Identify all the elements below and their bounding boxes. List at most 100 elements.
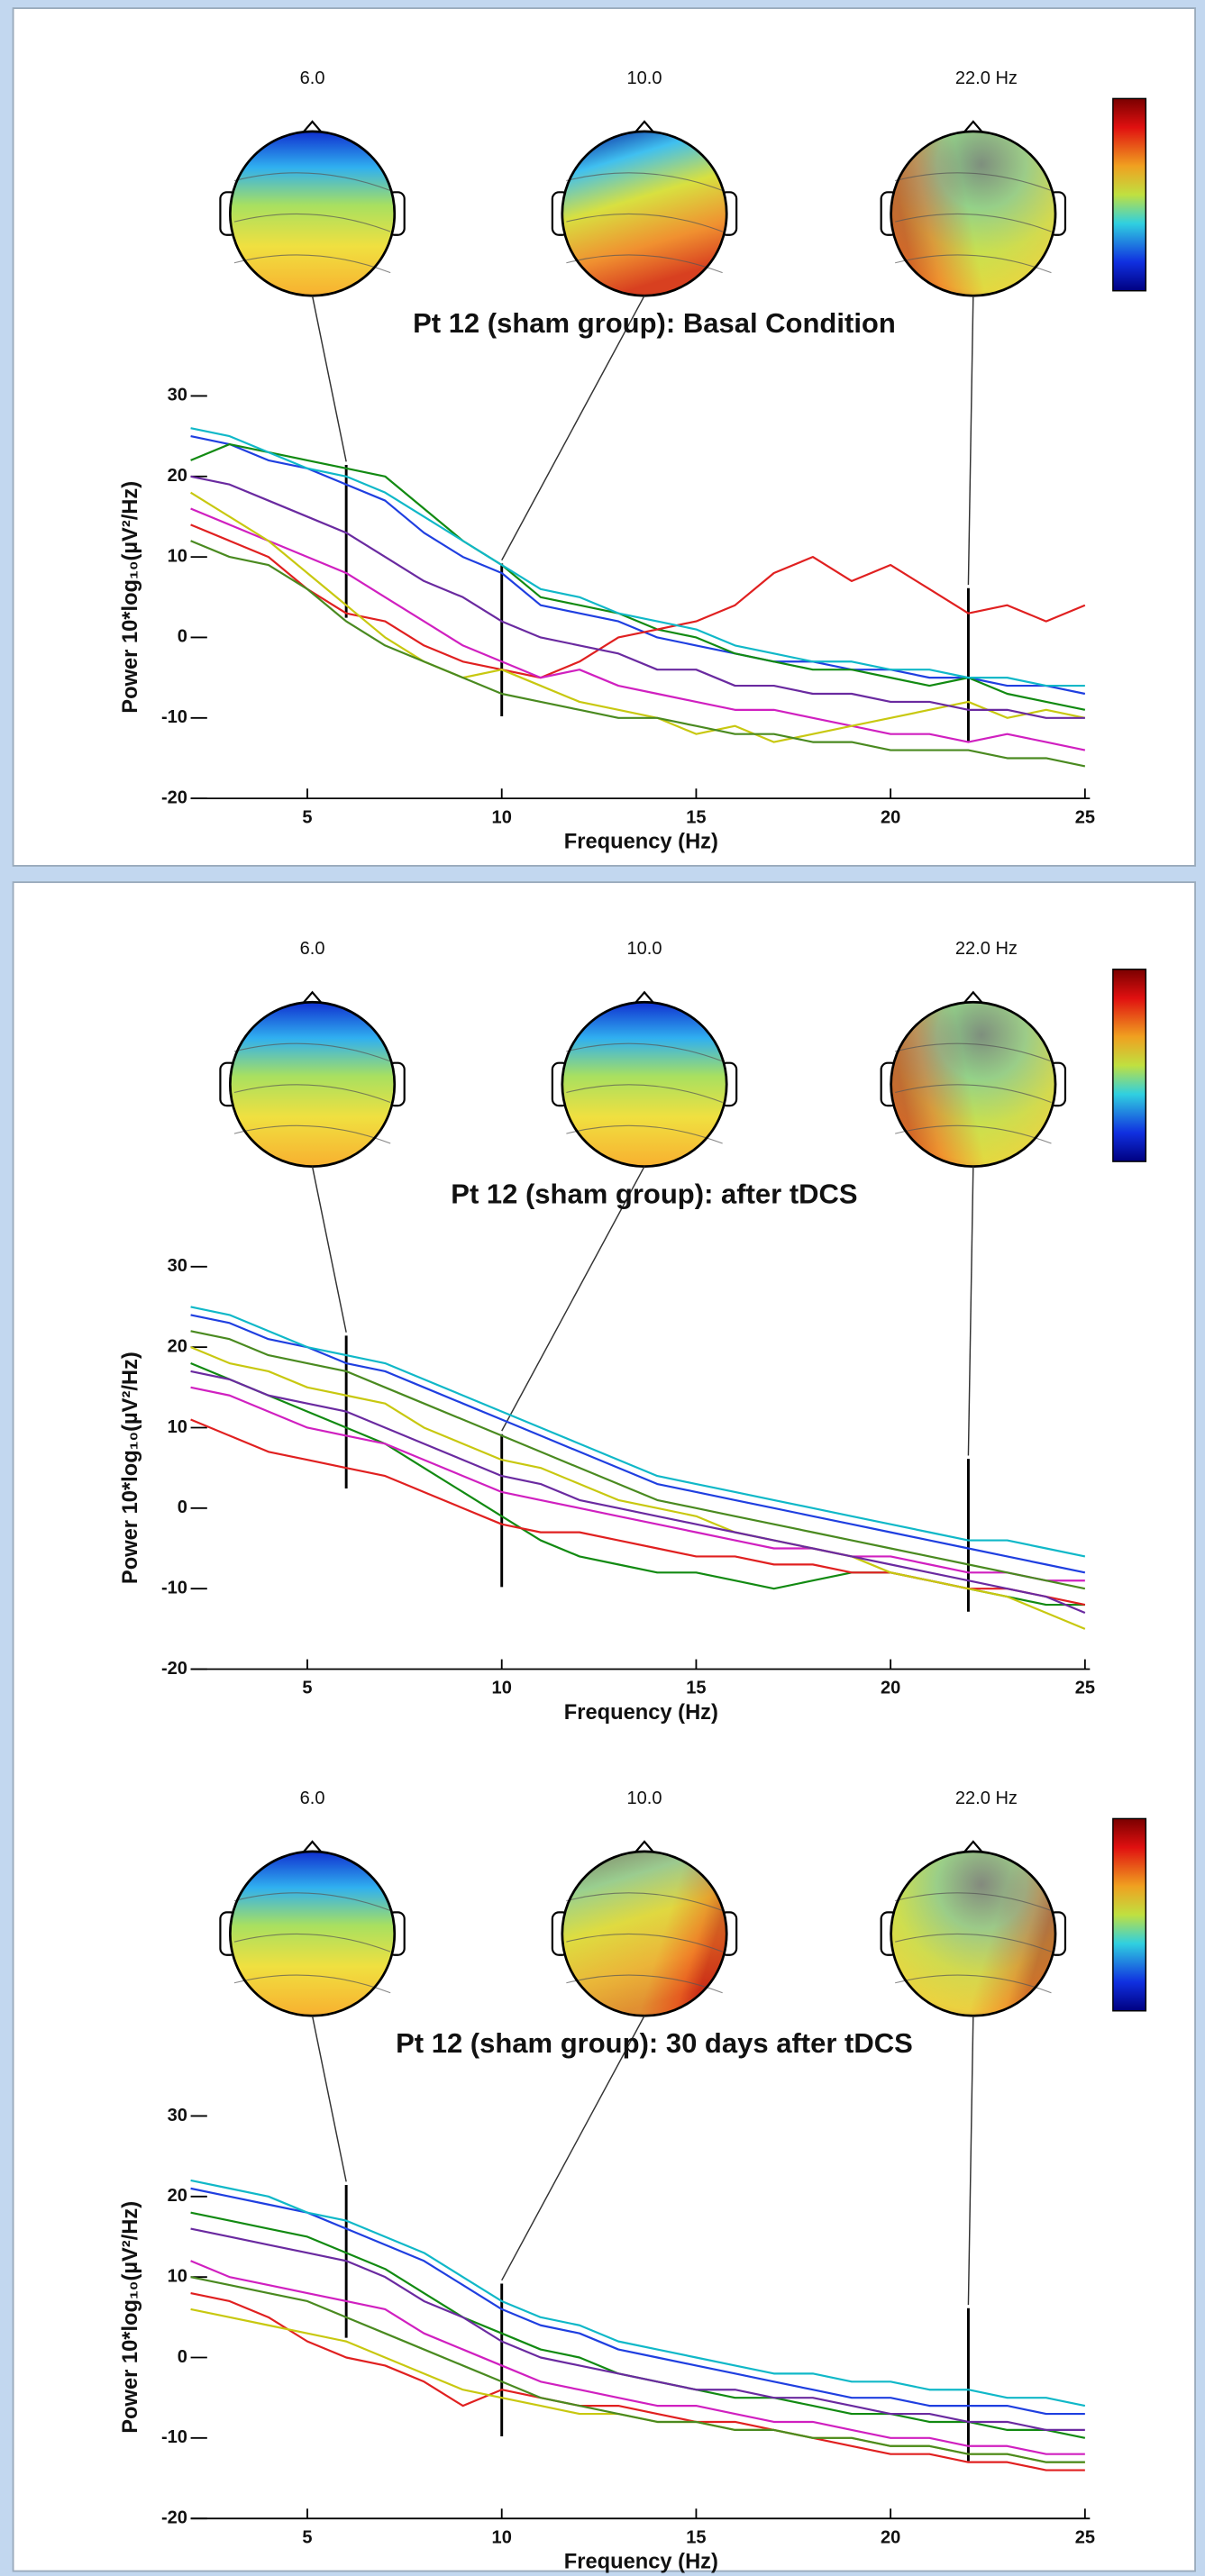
contour xyxy=(895,1042,1052,1062)
colorbar xyxy=(1112,1817,1147,2012)
topomap-label: 22.0 Hz xyxy=(955,68,1018,88)
contour xyxy=(233,1974,391,1994)
x-tick-label: 25 xyxy=(1075,807,1095,827)
y-tick-label: 30 xyxy=(168,386,187,405)
y-tick-label: -20 xyxy=(161,2508,187,2527)
x-tick-label: 5 xyxy=(302,2527,312,2547)
topomap-label: 6.0 xyxy=(300,939,325,959)
topomap xyxy=(230,1851,395,2016)
contour xyxy=(895,213,1052,232)
connector xyxy=(967,1166,974,1456)
y-tick-label: 30 xyxy=(168,1256,187,1276)
y-tick-label: -20 xyxy=(161,1659,187,1679)
spectrum-line xyxy=(190,2179,1086,2408)
x-tick-label: 20 xyxy=(881,1679,900,1698)
contour xyxy=(233,1933,391,1952)
spectrum-line xyxy=(190,1370,1086,1614)
x-axis-label: Frequency (Hz) xyxy=(564,1701,718,1725)
topomap-label: 6.0 xyxy=(300,68,325,88)
contour xyxy=(895,1892,1052,1912)
spectrum-line xyxy=(190,2187,1085,2416)
spectrum-line xyxy=(190,1306,1086,1558)
colorbar xyxy=(1112,97,1147,292)
spectrum-line xyxy=(190,2276,1085,2463)
head-nose xyxy=(634,1840,655,1854)
connector xyxy=(501,295,645,561)
contour xyxy=(895,1084,1052,1103)
x-tick-label: 5 xyxy=(302,1679,312,1698)
spectrum-line xyxy=(190,523,1086,679)
spectrum-line xyxy=(190,475,1085,719)
spectrum-line xyxy=(190,507,1086,751)
spectrum-line xyxy=(190,1330,1086,1590)
y-tick-label: 0 xyxy=(178,2347,187,2367)
contour xyxy=(895,172,1052,192)
x-tick-label: 5 xyxy=(302,807,312,827)
topomap-overlay xyxy=(890,1002,1056,1167)
spectrum-line xyxy=(190,435,1086,696)
topomap-label: 10.0 xyxy=(626,1789,662,1808)
head-nose xyxy=(963,990,984,1005)
x-tick-label: 10 xyxy=(492,1679,512,1698)
y-tick-label: -10 xyxy=(161,1578,187,1597)
x-axis-label: Frequency (Hz) xyxy=(564,831,718,854)
spectrum-line xyxy=(190,442,1086,711)
head-nose xyxy=(301,120,324,134)
contour xyxy=(233,1892,391,1912)
x-tick-label: 10 xyxy=(492,2527,512,2547)
spectrum-line xyxy=(190,1386,1085,1582)
contour xyxy=(566,1974,723,1994)
y-axis-label: Power 10*log₁₀(µV²/Hz) xyxy=(119,481,142,714)
topomap-overlay xyxy=(890,131,1056,296)
topomap-overlay xyxy=(890,1851,1056,2016)
y-tick-label: -10 xyxy=(161,707,187,727)
x-tick-label: 15 xyxy=(686,2527,706,2547)
x-tick-label: 25 xyxy=(1075,1679,1095,1698)
contour xyxy=(233,254,391,274)
chart-title: Pt 12 (sham group): after tDCS xyxy=(451,1179,857,1210)
contour xyxy=(895,1124,1052,1144)
head-nose xyxy=(963,1840,984,1854)
x-axis-label: Frequency (Hz) xyxy=(564,2551,718,2574)
contour xyxy=(233,1084,391,1103)
contour xyxy=(566,172,723,192)
contour xyxy=(566,213,723,232)
contour xyxy=(233,1042,391,1062)
x-tick-label: 20 xyxy=(881,2527,900,2547)
spectrum-line xyxy=(190,1314,1086,1574)
contour xyxy=(566,1933,723,1952)
topomap xyxy=(230,131,395,296)
head-nose xyxy=(301,1840,324,1854)
spectrum-line xyxy=(190,1346,1086,1630)
y-axis-label: Power 10*log₁₀(µV²/Hz) xyxy=(119,2201,142,2434)
contour xyxy=(233,1124,391,1144)
y-tick-label: 30 xyxy=(168,2106,187,2125)
contour xyxy=(566,1892,723,1912)
y-tick-label: 0 xyxy=(178,1497,187,1517)
chart-title: Pt 12 (sham group): 30 days after tDCS xyxy=(396,2027,913,2059)
head-nose xyxy=(963,120,984,134)
spectrum-line xyxy=(190,540,1086,768)
y-tick-label: 10 xyxy=(168,1417,187,1437)
y-tick-label: 0 xyxy=(178,627,187,647)
connector xyxy=(311,296,347,462)
spectrum-line xyxy=(190,2227,1085,2431)
x-tick-label: 25 xyxy=(1075,2527,1095,2547)
colorbar xyxy=(1112,969,1147,1162)
topomap-label: 6.0 xyxy=(300,1789,325,1808)
contour xyxy=(233,213,391,232)
contour xyxy=(895,1974,1052,1994)
contour xyxy=(895,1933,1052,1952)
topomap-label: 22.0 Hz xyxy=(955,1789,1018,1808)
x-tick-label: 15 xyxy=(686,807,706,827)
topomap-label: 10.0 xyxy=(626,68,662,88)
topomap xyxy=(561,131,727,296)
y-tick-label: 10 xyxy=(168,2266,187,2286)
spectrum-line xyxy=(190,491,1086,743)
y-tick-label: -10 xyxy=(161,2427,187,2447)
topomap-label: 10.0 xyxy=(626,939,662,959)
y-tick-label: 20 xyxy=(168,466,187,486)
y-tick-label: -20 xyxy=(161,787,187,807)
connector xyxy=(501,2015,645,2281)
